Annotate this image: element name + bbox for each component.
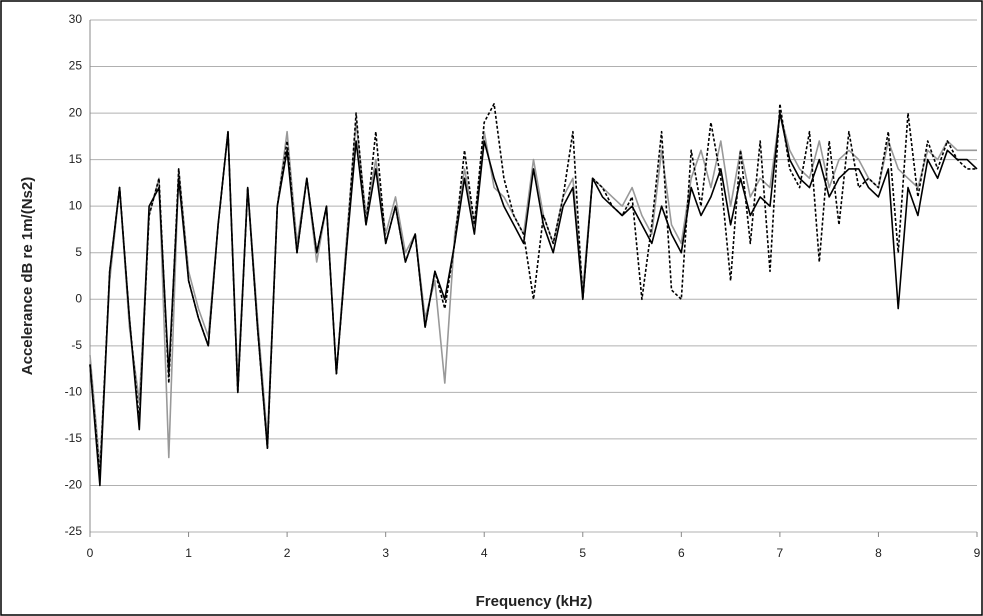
y-tick-label: -15 <box>65 431 83 445</box>
y-tick-label: -10 <box>65 385 83 399</box>
x-tick-label: 7 <box>777 546 784 560</box>
y-tick-label: 5 <box>75 245 82 259</box>
y-tick-label: -20 <box>65 478 83 492</box>
x-tick-label: 5 <box>579 546 586 560</box>
x-tick-label: 9 <box>974 546 981 560</box>
x-tick-label: 3 <box>382 546 389 560</box>
y-tick-label: -5 <box>71 338 82 352</box>
x-tick-label: 0 <box>87 546 94 560</box>
y-tick-label: 25 <box>69 59 83 73</box>
x-tick-label: 2 <box>284 546 291 560</box>
y-tick-label: 30 <box>69 12 83 26</box>
y-tick-label: 20 <box>69 105 83 119</box>
x-tick-label: 4 <box>481 546 488 560</box>
x-tick-label: 1 <box>185 546 192 560</box>
y-axis-label: Accelerance dB re 1m/(Ns2) <box>19 177 36 375</box>
y-tick-label: 0 <box>75 291 82 305</box>
x-axis-label: Frequency (kHz) <box>476 593 593 610</box>
y-tick-label: 15 <box>69 152 83 166</box>
x-tick-label: 6 <box>678 546 685 560</box>
data-line <box>89 112 978 487</box>
y-tick-label: 10 <box>69 198 83 212</box>
x-tick-label: 8 <box>875 546 882 560</box>
y-tick-label: -25 <box>65 524 83 538</box>
